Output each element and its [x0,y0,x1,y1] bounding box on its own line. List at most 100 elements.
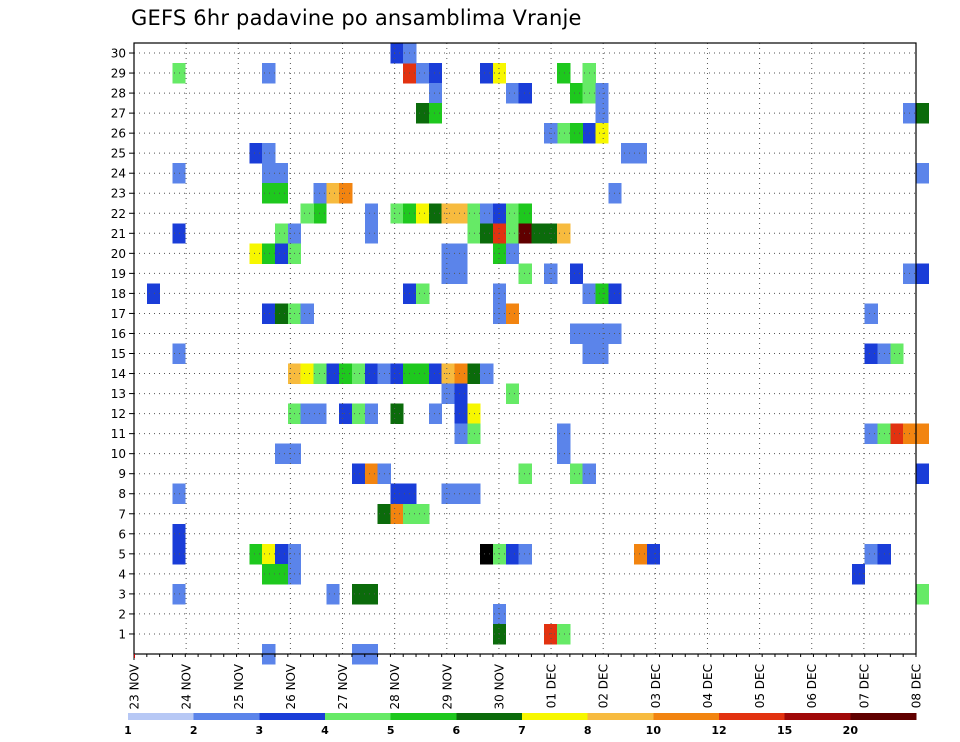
colorbar-label: 12 [711,724,726,737]
heatmap-cell [364,363,378,384]
heatmap-cell [275,243,289,264]
heatmap-cell [544,623,558,645]
heatmap-cell [505,83,519,104]
heatmap-cell [505,243,519,264]
heatmap-cell [505,303,519,324]
heatmap-cell [557,623,571,645]
y-tick-label: 21 [111,227,126,241]
heatmap-cell [441,383,455,404]
y-tick-label: 20 [111,247,126,261]
heatmap-cell [595,83,609,104]
heatmap-cell [916,103,930,124]
heatmap-cell [916,463,930,485]
heatmap-cell [416,363,430,384]
heatmap-cell [428,403,443,425]
heatmap-cell [480,63,494,84]
heatmap-cell [351,363,366,384]
x-tick-label: 24 NOV [180,663,194,709]
heatmap-cell [262,163,276,184]
heatmap-cell [467,223,481,244]
y-tick-label: 10 [111,447,126,461]
heatmap-cell [313,403,327,425]
heatmap-cell [390,503,404,525]
y-tick-label: 8 [118,487,126,501]
x-tick-label: 08 DEC [910,664,924,708]
heatmap-cell [480,223,494,244]
heatmap-cell [275,443,289,465]
heatmap-cell [864,423,878,445]
heatmap-cell [441,483,455,505]
heatmap-cell [428,203,443,224]
heatmap-cell [441,363,455,384]
heatmap-cell [416,203,430,224]
heatmap-cell [275,563,289,585]
heatmap-cell [146,283,161,304]
heatmap-cell [262,563,276,585]
colorbar-label: 3 [256,724,264,737]
heatmap-cell [595,283,609,304]
y-tick-label: 19 [111,267,126,281]
y-tick-label: 4 [118,567,126,581]
heatmap-cell [262,243,276,264]
y-tick-label: 24 [111,167,126,181]
colorbar-swatch [522,713,588,720]
heatmap-cell [557,63,571,84]
heatmap-cell [428,363,443,384]
heatmap-cell [390,43,404,64]
x-tick-label: 29 NOV [440,663,454,709]
heatmap-cell [300,303,314,324]
heatmap-cell [454,383,468,404]
y-tick-label: 17 [111,307,126,321]
colorbar-swatch [390,713,457,720]
x-tick-label: 05 DEC [753,664,767,708]
colorbar-label: 20 [843,724,859,737]
y-tick-label: 11 [111,427,126,441]
colorbar-swatch [784,713,851,720]
y-tick-label: 26 [111,127,126,141]
colorbar-swatch [456,713,523,720]
heatmap-cell [262,183,276,204]
heatmap-cell [326,183,340,204]
heatmap-cell [390,403,404,425]
colorbar-label: 5 [387,724,395,737]
heatmap-cell [262,143,276,164]
heatmap-cell [505,543,519,565]
colorbar-swatch [193,713,260,720]
heatmap-cell [300,363,314,384]
heatmap-cell [351,463,366,485]
heatmap-cell [480,203,494,224]
heatmap-cell [569,263,584,284]
y-tick-label: 2 [118,607,126,621]
heatmap-cell [313,363,327,384]
heatmap-cell [557,123,571,144]
heatmap-cell [916,583,930,605]
y-tick-label: 29 [111,67,126,81]
heatmap-cell [595,323,609,344]
heatmap-cell [595,103,609,124]
grid-layer [133,43,917,654]
heatmap-cell [454,363,468,384]
colorbar: 1 2 3 4 5 6 7 8 10 12 15 20 [124,713,917,737]
heatmap-cell [595,123,609,144]
colorbar-label: 2 [190,724,198,737]
heatmap-cell [249,543,263,565]
heatmap-cell [326,363,340,384]
x-tick-label: 03 DEC [649,664,663,708]
x-tick-label: 04 DEC [701,664,715,708]
heatmap-cell [621,143,635,164]
heatmap-cell [518,203,532,224]
heatmap-cell [441,243,455,264]
heatmap-cell [275,163,289,184]
heatmap-cell [339,363,353,384]
heatmap-cell [518,223,532,244]
heatmap-cell [480,543,494,565]
colorbar-swatch [653,713,720,720]
plot-frame [133,42,917,655]
heatmap-cell [454,263,468,284]
heatmap-cell [339,403,353,425]
heatmap-cell [454,243,468,264]
heatmap-cell [441,263,455,284]
heatmap-cell [275,223,289,244]
heatmap-cell [467,403,481,425]
